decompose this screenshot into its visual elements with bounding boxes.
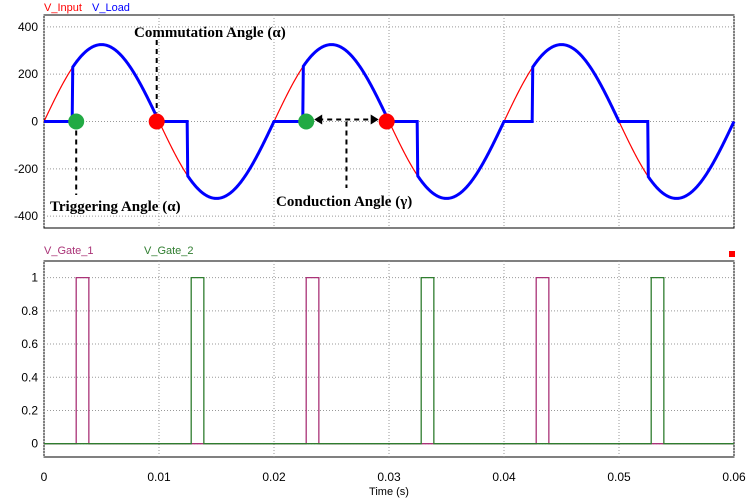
top-y-tick-label: 200 xyxy=(18,67,38,81)
x-tick-label: 0.06 xyxy=(722,470,746,484)
triggering-angle-label: Triggering Angle (α) xyxy=(50,199,181,215)
x-tick-label: 0.03 xyxy=(377,470,401,484)
x-tick-label: 0.04 xyxy=(492,470,516,484)
arrowhead-right-icon xyxy=(370,114,379,125)
top-y-tick-label: -200 xyxy=(14,162,38,176)
top-y-tick-label: -400 xyxy=(14,209,38,223)
bottom-y-tick-label: 0.4 xyxy=(21,370,38,384)
legend-v-load: V_Load xyxy=(92,2,130,14)
annotation-lines xyxy=(75,40,379,195)
bottom-y-tick-labels: 1 0.8 0.6 0.4 0.2 0 xyxy=(21,271,38,451)
trigger-point-1 xyxy=(68,113,85,130)
bottom-series xyxy=(44,276,734,445)
bottom-y-tick-label: 0.8 xyxy=(21,304,38,318)
top-markers xyxy=(68,113,395,130)
commutation-point-2 xyxy=(378,113,395,130)
x-tick-label: 0.01 xyxy=(147,470,171,484)
conduction-angle-label: Conduction Angle (γ) xyxy=(276,194,412,210)
top-y-tick-label: 400 xyxy=(18,20,38,34)
x-axis-label: Time (s) xyxy=(369,486,409,498)
trigger-point-2 xyxy=(298,113,315,130)
commutation-angle-label: Commutation Angle (α) xyxy=(134,25,286,41)
legend-v-input: V_Input xyxy=(44,2,82,14)
x-tick-labels: 0 0.01 0.02 0.03 0.04 0.05 0.06 xyxy=(41,470,746,484)
legend-v-gate-2: V_Gate_2 xyxy=(144,245,194,257)
top-y-tick-label: 0 xyxy=(31,115,38,129)
top-y-tick-labels: 400 200 0 -200 -400 xyxy=(14,20,38,223)
bottom-y-tick-label: 1 xyxy=(31,271,38,285)
x-tick-label: 0.02 xyxy=(262,470,286,484)
arrowhead-left-icon xyxy=(314,114,323,125)
bottom-plot-area xyxy=(43,260,735,458)
bottom-y-tick-label: 0.6 xyxy=(21,337,38,351)
top-panel: 400 200 0 -200 -400 V_Input V_Load Commutati… xyxy=(14,2,736,229)
bottom-y-tick-label: 0.2 xyxy=(21,403,38,417)
legend-v-gate-1: V_Gate_1 xyxy=(44,245,94,257)
x-tick-label: 0 xyxy=(41,470,48,484)
series-v-gate-1 xyxy=(44,276,734,445)
bottom-y-tick-label: 0 xyxy=(31,437,38,451)
series-v-gate-2 xyxy=(44,276,734,445)
commutation-point-1 xyxy=(148,113,165,130)
bottom-panel: 1 0.8 0.6 0.4 0.2 0 0 0.01 0.02 0.03 0.04 0.05 0.06… xyxy=(21,245,746,498)
x-tick-label: 0.05 xyxy=(607,470,631,484)
red-square-icon xyxy=(729,251,735,257)
